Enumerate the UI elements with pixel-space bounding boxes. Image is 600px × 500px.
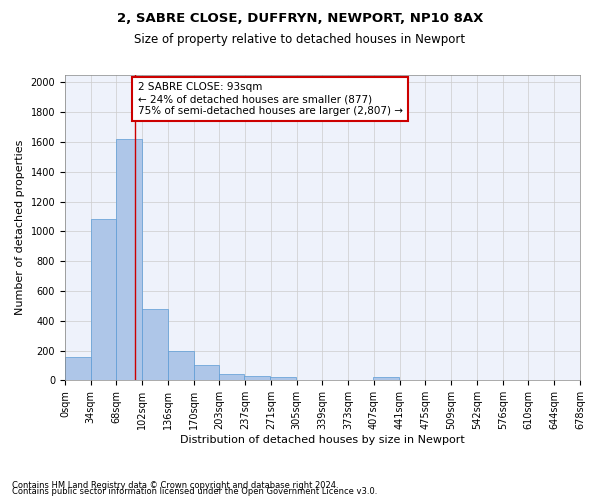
Bar — [373, 378, 399, 380]
Y-axis label: Number of detached properties: Number of detached properties — [15, 140, 25, 316]
X-axis label: Distribution of detached houses by size in Newport: Distribution of detached houses by size … — [180, 435, 465, 445]
Text: 2, SABRE CLOSE, DUFFRYN, NEWPORT, NP10 8AX: 2, SABRE CLOSE, DUFFRYN, NEWPORT, NP10 8… — [117, 12, 483, 26]
Bar — [218, 374, 244, 380]
Bar — [65, 356, 91, 380]
Bar — [244, 376, 270, 380]
Bar — [168, 350, 194, 380]
Text: 2 SABRE CLOSE: 93sqm
← 24% of detached houses are smaller (877)
75% of semi-deta: 2 SABRE CLOSE: 93sqm ← 24% of detached h… — [137, 82, 403, 116]
Bar — [142, 309, 168, 380]
Bar — [194, 366, 220, 380]
Bar — [270, 378, 296, 380]
Text: Size of property relative to detached houses in Newport: Size of property relative to detached ho… — [134, 32, 466, 46]
Bar — [116, 139, 142, 380]
Text: Contains public sector information licensed under the Open Government Licence v3: Contains public sector information licen… — [12, 487, 377, 496]
Text: Contains HM Land Registry data © Crown copyright and database right 2024.: Contains HM Land Registry data © Crown c… — [12, 481, 338, 490]
Bar — [91, 220, 116, 380]
